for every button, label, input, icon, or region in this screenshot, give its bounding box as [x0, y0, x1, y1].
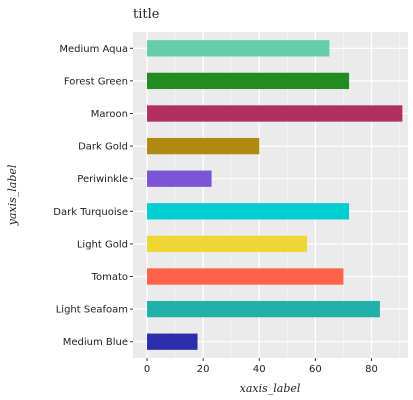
bar: [147, 268, 344, 285]
bar: [147, 105, 403, 122]
y-tick-label: Dark Gold: [78, 142, 128, 153]
y-tick-label: Medium Aqua: [59, 44, 128, 55]
y-tick-label: Maroon: [91, 109, 128, 120]
x-axis-ticks: 0 20 40 60 80: [144, 358, 378, 375]
x-tick-label: 60: [309, 364, 322, 375]
bar: [147, 170, 212, 187]
y-tick-label: Dark Turquoise: [53, 207, 128, 218]
y-tick-label: Periwinkle: [77, 174, 128, 185]
chart-title: title: [133, 7, 160, 22]
bar: [147, 333, 198, 350]
y-tick-label: Forest Green: [64, 76, 128, 87]
bar: [147, 300, 380, 318]
x-axis-title: xaxis_label: [240, 382, 301, 395]
y-tick-label: Tomato: [91, 272, 128, 283]
y-tick-label: Light Seafoam: [56, 305, 128, 316]
x-tick-label: 40: [253, 364, 266, 375]
bar: [147, 203, 350, 220]
x-tick-label: 0: [144, 364, 150, 375]
y-axis-ticks: Medium Blue Light Seafoam Tomato Light Gold…: [53, 44, 133, 348]
y-axis-title: yaxis_label: [6, 164, 19, 226]
bars: [147, 40, 403, 350]
bar: [147, 72, 350, 90]
x-tick-label: 20: [197, 364, 210, 375]
bar: [147, 235, 307, 253]
bar: [147, 40, 330, 57]
x-tick-label: 80: [365, 364, 378, 375]
y-tick-label: Medium Blue: [63, 337, 128, 348]
bar: [147, 137, 260, 155]
y-tick-label: Light Gold: [77, 239, 128, 250]
